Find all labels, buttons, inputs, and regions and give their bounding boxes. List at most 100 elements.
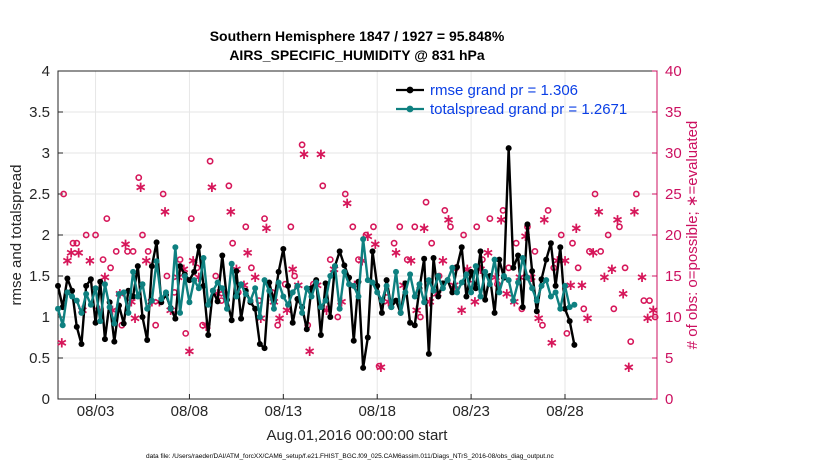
obs-possible-marker (326, 256, 334, 263)
rmse-marker (238, 315, 245, 322)
totalspread-marker (92, 285, 99, 292)
rmse-marker (285, 282, 292, 289)
obs-evaluated-marker: ∗ (442, 211, 455, 229)
obs-possible-marker (206, 157, 214, 165)
x-tick-label: 08/08 (171, 403, 209, 420)
y-tick-label: 1 (42, 309, 50, 326)
rmse-marker (303, 326, 310, 333)
obs-evaluated-marker: ∗ (249, 268, 262, 286)
rmse-marker (463, 293, 470, 300)
rmse-marker (69, 287, 76, 294)
obs-possible-marker (144, 247, 152, 255)
totalspread-marker (191, 277, 198, 284)
y2-axis-label: # of obs: o=possible; ∗=evaluated (684, 121, 701, 350)
totalspread-marker (444, 277, 451, 284)
legend: rmse grand pr = 1.306 totalspread grand … (396, 82, 627, 118)
totalspread-marker (543, 277, 550, 284)
totalspread-marker (346, 281, 353, 288)
obs-evaluated-marker: ∗ (286, 260, 299, 278)
rmse-marker (275, 268, 282, 275)
totalspread-marker (360, 236, 367, 243)
obs-possible-marker (574, 264, 582, 272)
totalspread-marker (167, 305, 174, 312)
rmse-marker (153, 239, 160, 246)
obs-evaluated-marker: ∗ (159, 202, 172, 220)
rmse-marker (430, 254, 437, 261)
rmse-marker (496, 256, 503, 263)
obs-evaluated-marker: ∗ (606, 260, 619, 278)
obs-possible-marker (129, 247, 137, 255)
totalspread-marker (392, 268, 399, 275)
totalspread-marker (336, 305, 343, 312)
obs-possible-marker (422, 198, 430, 206)
obs-possible-marker (225, 182, 233, 190)
x-axis: 08/03 08/08 08/13 08/18 08/23 08/28 (77, 394, 584, 420)
totalspread-marker (158, 295, 165, 302)
rmse-marker (336, 248, 343, 255)
rmse-marker (561, 305, 568, 312)
rmse-marker (519, 304, 526, 311)
totalspread-marker (270, 305, 277, 312)
rmse-marker (322, 280, 329, 287)
totalspread-marker (238, 281, 245, 288)
rmse-marker (228, 317, 235, 324)
rmse-marker (266, 279, 273, 286)
y2-tick-label: 10 (665, 309, 682, 326)
totalspread-marker (402, 289, 409, 296)
totalspread-marker (55, 305, 61, 312)
obs-evaluated-marker: ∗ (623, 358, 636, 376)
obs-evaluated-marker: ∗ (482, 243, 495, 261)
obs-evaluated-marker: ∗ (390, 243, 403, 261)
obs-evaluated-marker: ∗ (55, 334, 68, 352)
y-tick-label: 2 (42, 227, 50, 244)
obs-possible-marker (460, 231, 467, 239)
rmse-marker (468, 268, 475, 275)
obs-evaluated-marker: ∗ (641, 309, 654, 327)
obs-evaluated-marker: ∗ (538, 211, 551, 229)
totalspread-marker (561, 282, 568, 289)
obs-possible-marker (621, 264, 629, 272)
rmse-marker (360, 364, 367, 371)
rmse-marker (350, 337, 357, 344)
totalspread-marker (533, 297, 540, 304)
totalspread-marker (116, 291, 123, 298)
obs-evaluated-marker: ∗ (65, 243, 78, 261)
totalspread-marker (547, 293, 554, 300)
totalspread-marker (449, 264, 456, 271)
rmse-marker (252, 305, 259, 312)
totalspread-marker (566, 304, 573, 311)
totalspread-marker (111, 320, 118, 327)
rmse-marker (383, 277, 390, 284)
obs-possible-marker (632, 190, 640, 198)
totalspread-marker (214, 279, 221, 286)
totalspread-marker (299, 309, 306, 316)
y-axis-right: 0 5 10 15 20 25 30 35 40 (652, 63, 682, 408)
obs-evaluated-marker: ∗ (546, 334, 559, 352)
legend-spread-label: totalspread grand pr = 1.2671 (430, 101, 627, 118)
totalspread-marker (73, 297, 80, 304)
x-tick-label: 08/03 (77, 403, 115, 420)
totalspread-marker (275, 279, 282, 286)
obs-possible-marker (362, 231, 370, 239)
obs-possible-marker (411, 223, 419, 231)
y-tick-label: 3.5 (29, 104, 50, 121)
obs-evaluated-marker: ∗ (455, 301, 468, 319)
obs-possible-marker (441, 206, 449, 214)
totalspread-marker (374, 289, 381, 296)
rmse-marker (449, 289, 456, 296)
totalspread-marker (148, 297, 155, 304)
totalspread-marker (538, 282, 545, 289)
rmse-marker (73, 323, 80, 330)
totalspread-marker (355, 293, 362, 300)
y-tick-label: 0 (42, 391, 50, 408)
obs-possible-marker (187, 215, 195, 222)
rmse-marker (515, 252, 522, 259)
totalspread-marker (83, 291, 90, 298)
totalspread-marker (139, 281, 146, 288)
rmse-marker (327, 314, 334, 320)
obs-possible-marker (92, 231, 99, 239)
rmse-marker (369, 248, 376, 255)
totalspread-marker (177, 309, 184, 316)
totalspread-marker (205, 301, 212, 308)
